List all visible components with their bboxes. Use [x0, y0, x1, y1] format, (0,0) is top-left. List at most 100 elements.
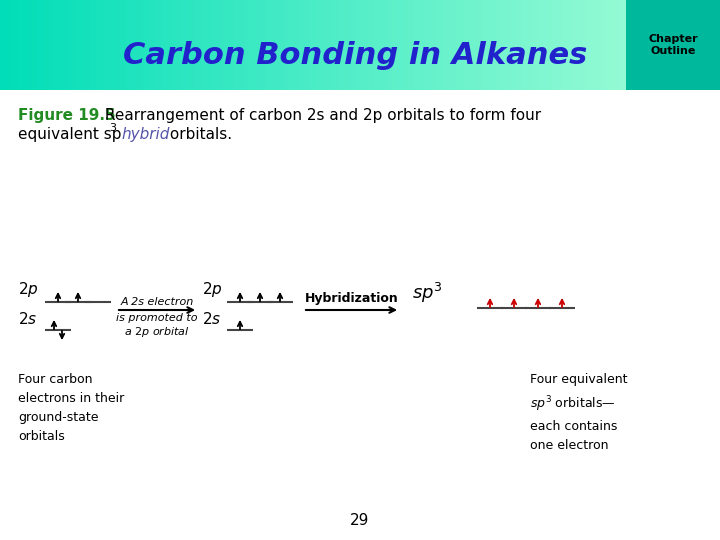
Bar: [608, 0, 612, 90]
Bar: [252, 0, 256, 90]
Bar: [90, 0, 94, 90]
Bar: [594, 0, 598, 90]
Bar: [288, 0, 292, 90]
Bar: [29, 0, 32, 90]
Text: $2p$: $2p$: [18, 280, 39, 299]
Bar: [18, 0, 22, 90]
Bar: [511, 0, 515, 90]
Bar: [482, 0, 486, 90]
Bar: [205, 0, 209, 90]
Bar: [497, 0, 500, 90]
Bar: [637, 0, 641, 90]
Bar: [126, 0, 130, 90]
Text: equivalent sp: equivalent sp: [18, 127, 122, 142]
Bar: [450, 0, 454, 90]
Bar: [310, 0, 313, 90]
Bar: [119, 0, 122, 90]
Bar: [227, 0, 230, 90]
Bar: [281, 0, 284, 90]
Bar: [248, 0, 252, 90]
Bar: [475, 0, 479, 90]
Bar: [313, 0, 317, 90]
Bar: [533, 0, 536, 90]
Bar: [292, 0, 295, 90]
Bar: [50, 0, 54, 90]
Bar: [158, 0, 162, 90]
Bar: [374, 0, 378, 90]
Bar: [407, 0, 410, 90]
Bar: [569, 0, 572, 90]
Bar: [191, 0, 194, 90]
Bar: [256, 0, 259, 90]
Bar: [432, 0, 436, 90]
Bar: [486, 0, 490, 90]
Bar: [212, 0, 216, 90]
Bar: [709, 0, 713, 90]
Bar: [461, 0, 464, 90]
Text: hybrid: hybrid: [121, 127, 169, 142]
Bar: [371, 0, 374, 90]
Bar: [76, 0, 79, 90]
Bar: [58, 0, 61, 90]
Bar: [436, 0, 439, 90]
Bar: [97, 0, 101, 90]
Bar: [446, 0, 450, 90]
Bar: [439, 0, 443, 90]
Bar: [86, 0, 90, 90]
Bar: [364, 0, 367, 90]
Bar: [713, 0, 716, 90]
Text: Four carbon
electrons in their
ground-state
orbitals: Four carbon electrons in their ground-st…: [18, 373, 125, 443]
Bar: [270, 0, 274, 90]
Bar: [558, 0, 562, 90]
Bar: [630, 0, 634, 90]
Bar: [14, 0, 18, 90]
Bar: [302, 0, 306, 90]
Bar: [385, 0, 389, 90]
Bar: [83, 0, 86, 90]
Bar: [328, 0, 331, 90]
Bar: [148, 0, 151, 90]
Bar: [493, 0, 497, 90]
Bar: [320, 0, 324, 90]
Bar: [515, 0, 518, 90]
Bar: [194, 0, 198, 90]
Bar: [468, 0, 472, 90]
Bar: [580, 0, 583, 90]
Bar: [338, 0, 342, 90]
Bar: [342, 0, 346, 90]
Bar: [259, 0, 263, 90]
Bar: [277, 0, 281, 90]
Bar: [410, 0, 414, 90]
Bar: [101, 0, 104, 90]
Text: orbitals.: orbitals.: [165, 127, 232, 142]
Bar: [504, 0, 508, 90]
Text: $2p$: $2p$: [202, 280, 222, 299]
Bar: [47, 0, 50, 90]
Bar: [418, 0, 421, 90]
Bar: [180, 0, 184, 90]
Bar: [79, 0, 83, 90]
Bar: [392, 0, 396, 90]
Bar: [587, 0, 590, 90]
Bar: [522, 0, 526, 90]
Bar: [583, 0, 587, 90]
Bar: [479, 0, 482, 90]
Bar: [108, 0, 112, 90]
Bar: [144, 0, 148, 90]
Bar: [655, 0, 659, 90]
Bar: [565, 0, 569, 90]
Bar: [317, 0, 320, 90]
Text: Chapter
Outline: Chapter Outline: [649, 34, 698, 56]
Bar: [32, 0, 36, 90]
Text: Four equivalent
$sp^3$ orbitals—
each contains
one electron: Four equivalent $sp^3$ orbitals— each co…: [530, 373, 628, 452]
Bar: [464, 0, 468, 90]
Bar: [245, 0, 248, 90]
Bar: [356, 0, 360, 90]
Bar: [414, 0, 418, 90]
Bar: [677, 0, 680, 90]
Bar: [457, 0, 461, 90]
Text: Carbon Bonding in Alkanes: Carbon Bonding in Alkanes: [123, 41, 587, 70]
Bar: [360, 0, 364, 90]
Bar: [540, 0, 544, 90]
Bar: [104, 0, 108, 90]
